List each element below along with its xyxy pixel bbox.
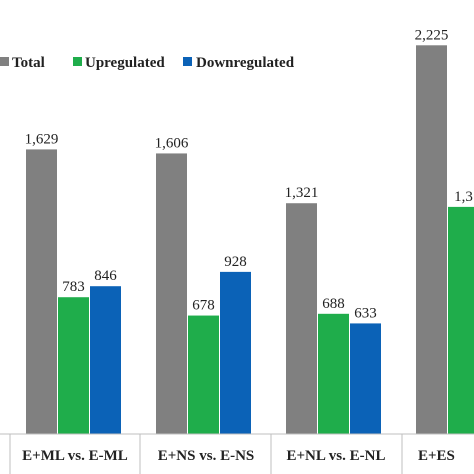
value-labels: 1,629 783 846 1,606 678 928 1,321 688 633 2,225 1,… — [25, 27, 473, 321]
legend-swatch-total — [0, 57, 9, 66]
bar-upregulated-nl — [318, 313, 349, 434]
category-label-ml: E+ML vs. E-ML — [22, 448, 128, 464]
bar-total-nl — [286, 203, 317, 434]
x-axis-ticks — [9, 434, 403, 474]
value-label-total-ns: 1,606 — [155, 135, 189, 151]
legend: Total Upregulated Downregulated — [0, 55, 295, 71]
bar-upregulated-ml — [58, 297, 89, 434]
category-label-nl: E+NL vs. E-NL — [287, 448, 386, 464]
legend-swatch-downregulated — [183, 57, 192, 66]
value-label-total-nl: 1,321 — [285, 185, 319, 201]
bar-downregulated-nl — [350, 323, 381, 434]
value-label-downregulated-ns: 928 — [224, 254, 247, 270]
bar-downregulated-ns — [220, 271, 251, 434]
value-label-upregulated-ns: 678 — [192, 298, 215, 314]
category-label-es: E+ES — [418, 448, 455, 464]
category-label-ns: E+NS vs. E-NS — [158, 448, 255, 464]
value-label-upregulated-ml: 783 — [62, 279, 85, 295]
value-label-upregulated-nl: 688 — [322, 296, 345, 312]
value-label-downregulated-nl: 633 — [354, 305, 377, 321]
bar-downregulated-ml — [90, 286, 121, 434]
value-label-upregulated-es: 1,3 — [454, 189, 473, 205]
bar-upregulated-ns — [188, 315, 219, 434]
bar-total-es — [416, 45, 447, 434]
legend-label-total: Total — [12, 55, 45, 71]
legend-label-upregulated: Upregulated — [85, 55, 165, 71]
bars — [26, 45, 474, 434]
legend-label-downregulated: Downregulated — [196, 55, 295, 71]
bar-total-ml — [26, 149, 57, 434]
value-label-total-es: 2,225 — [415, 27, 449, 43]
value-label-downregulated-ml: 846 — [94, 268, 117, 284]
legend-swatch-upregulated — [73, 57, 82, 66]
bar-total-ns — [156, 153, 187, 434]
value-label-total-ml: 1,629 — [25, 131, 59, 147]
bar-upregulated-es — [448, 206, 474, 434]
x-axis-category-labels: E+ML vs. E-ML E+NS vs. E-NS E+NL vs. E-NL E… — [22, 448, 455, 464]
